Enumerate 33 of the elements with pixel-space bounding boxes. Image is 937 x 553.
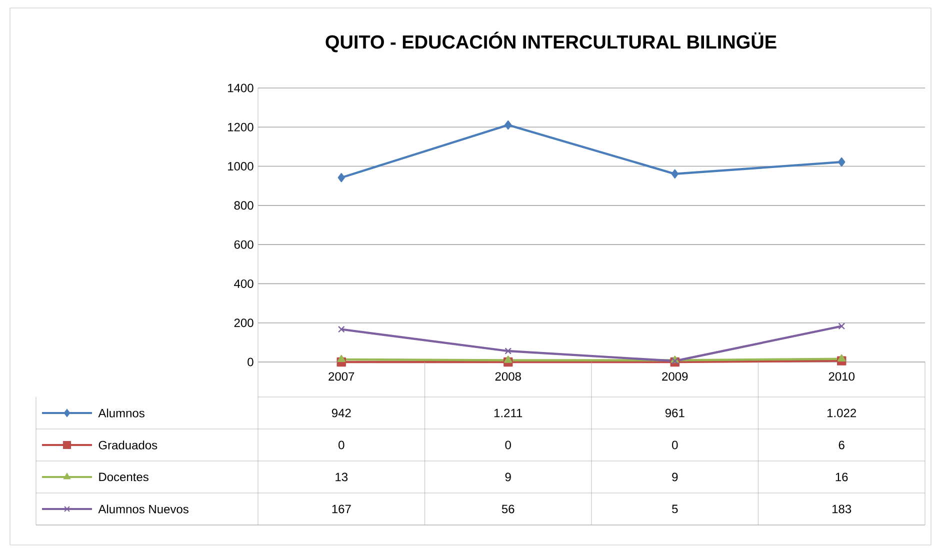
x-tick-label: 2010 (828, 372, 854, 381)
x-tick-label: 2008 (495, 372, 521, 381)
data-label: 9 (505, 472, 511, 482)
data-label: 0 (338, 440, 344, 450)
y-tick-label: 600 (234, 240, 254, 249)
data-label: 1.022 (827, 408, 856, 418)
data-label: 6 (838, 440, 844, 450)
y-tick-label: 1200 (228, 122, 254, 132)
data-label: 56 (502, 504, 514, 514)
y-tick-label: 1400 (228, 84, 254, 92)
y-tick-label: 400 (234, 279, 254, 288)
data-label: 1.211 (494, 408, 522, 418)
data-label: 5 (672, 504, 678, 514)
data-label: 9 (672, 472, 678, 482)
data-label: 13 (336, 472, 348, 482)
legend-label: Graduados (98, 440, 158, 450)
data-label: 0 (672, 440, 678, 450)
x-tick-label: 2009 (662, 372, 688, 381)
y-tick-label: 800 (234, 201, 254, 210)
legend-label: Docentes (99, 472, 148, 482)
data-label: 183 (832, 504, 852, 514)
legend-label: Alumnos (98, 408, 144, 418)
data-label: 16 (836, 472, 848, 482)
y-tick-label: 1000 (228, 162, 254, 171)
data-label: 0 (505, 440, 511, 450)
data-label: 167 (332, 504, 351, 514)
data-label: 942 (332, 408, 351, 418)
legend-label: Alumnos Nuevos (98, 504, 188, 514)
y-tick-label: 200 (234, 318, 254, 328)
x-tick-label: 2007 (328, 372, 354, 381)
y-tick-label: 0 (248, 358, 254, 366)
data-label: 961 (665, 408, 684, 418)
chart-title: QUITO - EDUCACIÓN INTERCULTURAL BILINGÜE (326, 32, 776, 52)
